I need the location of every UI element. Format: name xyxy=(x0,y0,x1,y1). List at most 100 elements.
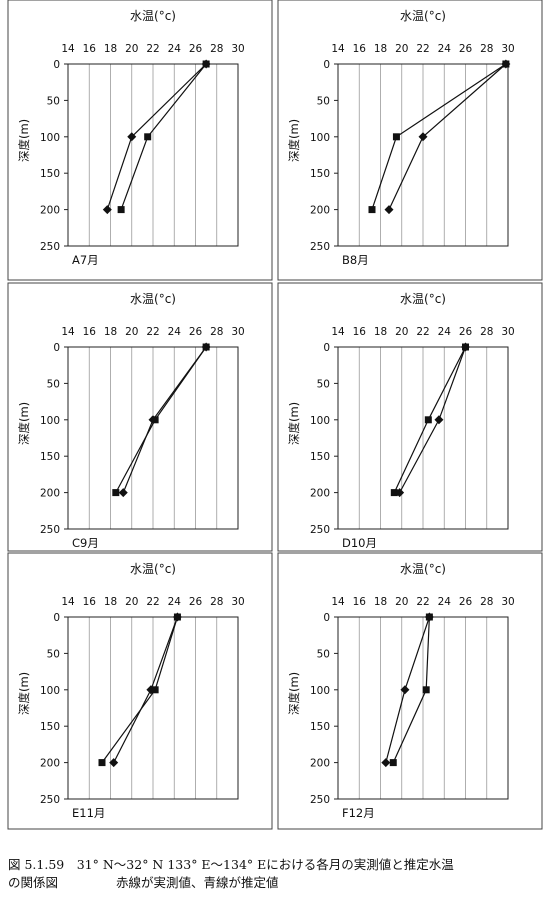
x-tick-label: 22 xyxy=(416,596,429,608)
y-tick-label: 150 xyxy=(40,451,60,463)
x-tick-label: 20 xyxy=(125,326,138,338)
series-line-diamond xyxy=(113,616,179,763)
y-tick-label: 50 xyxy=(47,95,60,107)
chart-panel-3: 水温(°c) 14 16 18 20 22 24 26 28 30 0 50 100 150 200 250 深… xyxy=(7,282,273,552)
y-tick-label: 200 xyxy=(310,205,330,217)
panel-border xyxy=(277,552,543,830)
x-tick-label: 26 xyxy=(189,596,203,608)
x-tick-label: 26 xyxy=(459,596,473,608)
series-line-diamond xyxy=(388,63,507,210)
data-point-square xyxy=(112,489,120,497)
x-tick-label: 24 xyxy=(168,326,182,338)
y-tick-label: 250 xyxy=(310,794,330,806)
y-tick-label: 0 xyxy=(323,342,330,354)
data-point-diamond xyxy=(501,59,511,69)
x-tick-label: 22 xyxy=(416,326,429,338)
x-tick-label: 16 xyxy=(353,596,367,608)
x-tick-label: 22 xyxy=(146,43,159,55)
x-tick-label: 24 xyxy=(168,43,182,55)
chart-panel-5: 水温(°c) 14 16 18 20 22 24 26 28 30 0 50 100 150 200 250 深… xyxy=(7,552,273,830)
data-point-diamond xyxy=(418,132,428,142)
y-tick-label: 250 xyxy=(310,524,330,536)
month-label: D10月 xyxy=(342,536,377,550)
data-point-square xyxy=(117,206,125,214)
x-tick-label: 20 xyxy=(395,596,408,608)
x-tick-label: 20 xyxy=(125,43,138,55)
chart-panel-2: 水温(°c) 14 16 18 20 22 24 26 28 30 0 50 100 150 200 250 深… xyxy=(277,0,543,281)
caption-line-2b: 赤線が実測値、青線が推定値 xyxy=(116,875,279,890)
y-tick-label: 250 xyxy=(40,241,60,253)
y-tick-label: 0 xyxy=(323,612,330,624)
y-tick-label: 200 xyxy=(40,488,60,500)
month-label: B8月 xyxy=(342,253,369,267)
y-tick-label: 0 xyxy=(53,59,60,71)
x-tick-label: 24 xyxy=(168,596,182,608)
data-point-diamond xyxy=(384,205,394,215)
data-point-diamond xyxy=(424,612,434,622)
series-line-diamond xyxy=(399,346,467,493)
data-point-square xyxy=(368,206,376,214)
x-tick-label: 20 xyxy=(395,43,408,55)
x-tick-label: 28 xyxy=(480,326,493,338)
x-tick-label: 26 xyxy=(459,326,473,338)
y-tick-label: 50 xyxy=(47,648,60,660)
x-tick-label: 20 xyxy=(125,596,138,608)
data-point-diamond xyxy=(201,342,211,352)
y-tick-label: 150 xyxy=(40,721,60,733)
y-tick-label: 150 xyxy=(310,168,330,180)
caption-line-1: 図 5.1.59 31° N～32° N 133° E～134° Eにおける各月… xyxy=(8,857,454,872)
y-tick-label: 200 xyxy=(40,758,60,770)
y-tick-label: 150 xyxy=(310,451,330,463)
data-point-square xyxy=(144,133,152,141)
data-point-diamond xyxy=(395,488,405,498)
data-point-diamond xyxy=(434,415,444,425)
series-line-diamond xyxy=(122,346,207,493)
chart-title: 水温(°c) xyxy=(130,562,176,576)
y-tick-label: 0 xyxy=(53,342,60,354)
data-point-diamond xyxy=(109,758,119,768)
y-tick-label: 150 xyxy=(40,168,60,180)
series-line-square xyxy=(371,63,507,210)
x-tick-label: 16 xyxy=(83,596,97,608)
x-tick-label: 18 xyxy=(374,326,387,338)
y-tick-label: 100 xyxy=(40,415,60,427)
plot-area xyxy=(337,63,509,247)
x-tick-label: 28 xyxy=(210,43,223,55)
y-axis-label: 深度(m) xyxy=(17,672,31,715)
series-line-square xyxy=(115,346,207,493)
y-tick-label: 0 xyxy=(53,612,60,624)
chart-title: 水温(°c) xyxy=(400,9,446,23)
y-tick-label: 100 xyxy=(40,132,60,144)
x-tick-label: 28 xyxy=(210,596,223,608)
chart-grid: 水温(°c)14 16 18 20 22 24 26 28 30050100150200250深… xyxy=(7,0,543,830)
panel-border xyxy=(7,552,273,830)
data-point-diamond xyxy=(201,59,211,69)
x-tick-label: 22 xyxy=(146,596,159,608)
data-point-square xyxy=(390,489,398,497)
y-tick-label: 100 xyxy=(40,685,60,697)
month-label: C9月 xyxy=(72,536,99,550)
data-point-diamond xyxy=(127,132,137,142)
x-tick-label: 18 xyxy=(374,43,387,55)
panel-border xyxy=(7,282,273,552)
x-tick-label: 20 xyxy=(395,326,408,338)
figure-caption: 図 5.1.59 31° N～32° N 133° E～134° Eにおける各月… xyxy=(8,856,548,892)
x-tick-label: 16 xyxy=(83,43,97,55)
y-tick-label: 200 xyxy=(40,205,60,217)
y-tick-label: 250 xyxy=(40,524,60,536)
x-tick-label: 14 xyxy=(61,43,75,55)
x-tick-label: 30 xyxy=(501,326,514,338)
y-axis-label: 深度(m) xyxy=(287,402,301,445)
data-point-diamond xyxy=(400,685,410,695)
x-tick-label: 22 xyxy=(416,43,429,55)
x-tick-label: 14 xyxy=(331,326,345,338)
month-label: E11月 xyxy=(72,806,105,820)
x-tick-label: 24 xyxy=(438,326,452,338)
y-axis-label: 深度(m) xyxy=(287,672,301,715)
plot-area xyxy=(337,346,509,530)
plot-area xyxy=(67,346,239,530)
x-tick-label: 14 xyxy=(331,596,345,608)
plot-area xyxy=(67,616,239,800)
x-tick-label: 18 xyxy=(104,43,117,55)
caption-line-2a: の関係図 xyxy=(8,875,59,890)
